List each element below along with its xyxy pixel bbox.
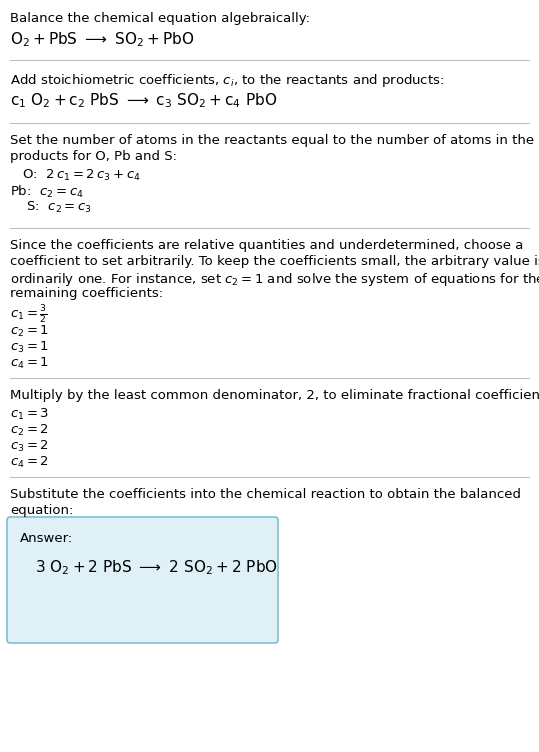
Text: Set the number of atoms in the reactants equal to the number of atoms in the: Set the number of atoms in the reactants… [10, 134, 534, 147]
Text: Balance the chemical equation algebraically:: Balance the chemical equation algebraica… [10, 12, 310, 25]
Text: $\mathrm{O_2 + PbS\ \longrightarrow\ SO_2 + PbO}$: $\mathrm{O_2 + PbS\ \longrightarrow\ SO_… [10, 30, 194, 49]
Text: Multiply by the least common denominator, 2, to eliminate fractional coefficient: Multiply by the least common denominator… [10, 389, 539, 402]
Text: $c_4 = 2$: $c_4 = 2$ [10, 455, 49, 470]
Text: $\mathrm{c_1\ O_2 + c_2\ PbS\ \longrightarrow\ c_3\ SO_2 + c_4\ PbO}$: $\mathrm{c_1\ O_2 + c_2\ PbS\ \longright… [10, 91, 277, 110]
Text: ordinarily one. For instance, set $c_2 = 1$ and solve the system of equations fo: ordinarily one. For instance, set $c_2 =… [10, 271, 539, 288]
Text: Since the coefficients are relative quantities and underdetermined, choose a: Since the coefficients are relative quan… [10, 239, 523, 252]
Text: $c_3 = 1$: $c_3 = 1$ [10, 340, 49, 355]
Text: Substitute the coefficients into the chemical reaction to obtain the balanced: Substitute the coefficients into the che… [10, 488, 521, 501]
Text: O:  $2\,c_1 = 2\,c_3 + c_4$: O: $2\,c_1 = 2\,c_3 + c_4$ [18, 168, 141, 183]
Text: $c_2 = 2$: $c_2 = 2$ [10, 423, 49, 438]
Text: Answer:: Answer: [20, 532, 73, 545]
Text: $c_2 = 1$: $c_2 = 1$ [10, 324, 49, 339]
Text: remaining coefficients:: remaining coefficients: [10, 287, 163, 300]
Text: equation:: equation: [10, 504, 73, 517]
Text: S:  $c_2 = c_3$: S: $c_2 = c_3$ [18, 200, 92, 215]
Text: Add stoichiometric coefficients, $c_i$, to the reactants and products:: Add stoichiometric coefficients, $c_i$, … [10, 72, 444, 89]
Text: $c_4 = 1$: $c_4 = 1$ [10, 356, 49, 371]
Text: products for O, Pb and S:: products for O, Pb and S: [10, 150, 177, 163]
Text: $\mathrm{3\ O_2 + 2\ PbS\ \longrightarrow\ 2\ SO_2 + 2\ PbO}$: $\mathrm{3\ O_2 + 2\ PbS\ \longrightarro… [35, 558, 278, 577]
Text: Pb:  $c_2 = c_4$: Pb: $c_2 = c_4$ [10, 184, 84, 200]
FancyBboxPatch shape [7, 517, 278, 643]
Text: $c_3 = 2$: $c_3 = 2$ [10, 439, 49, 454]
Text: $c_1 = 3$: $c_1 = 3$ [10, 407, 49, 422]
Text: $c_1 = \frac{3}{2}$: $c_1 = \frac{3}{2}$ [10, 304, 48, 326]
Text: coefficient to set arbitrarily. To keep the coefficients small, the arbitrary va: coefficient to set arbitrarily. To keep … [10, 255, 539, 268]
